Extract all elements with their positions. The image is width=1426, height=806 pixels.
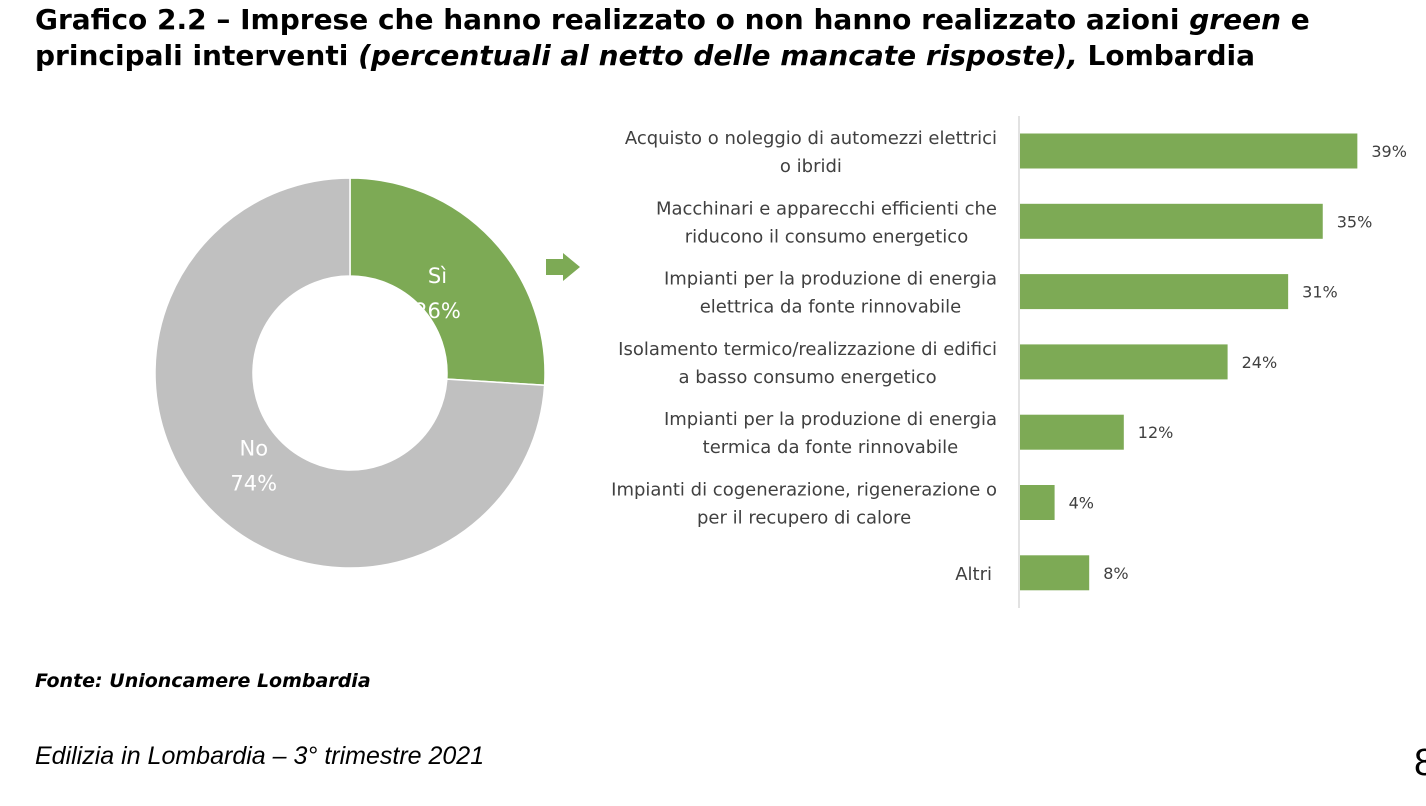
donut-label-value: 26%	[414, 299, 461, 323]
bar	[1020, 344, 1228, 380]
bar-value-label: 12%	[1138, 423, 1174, 442]
donut-label-value: 74%	[230, 471, 277, 495]
donut-label-category: No	[239, 436, 268, 460]
bar	[1020, 274, 1289, 310]
bar-category-label: termica da fonte rinnovabile	[703, 437, 959, 458]
bar-category-label: Macchinari e apparecchi efficienti che	[656, 198, 997, 219]
arrow-icon	[546, 253, 580, 281]
title-part-6: Lombardia	[1077, 39, 1256, 72]
bar-category-label: Impianti di cogenerazione, rigenerazione…	[611, 480, 997, 501]
bar-category-label: o ibridi	[780, 156, 842, 177]
donut-chart: Sì 26% No 74%	[154, 177, 546, 569]
bar-chart: 39% Acquisto o noleggio di automezzi elet…	[611, 116, 1407, 608]
title-part-4: principali interventi	[35, 39, 359, 72]
bar	[1020, 485, 1055, 520]
bar-value-label: 35%	[1337, 212, 1373, 231]
title-part-2: green	[1189, 3, 1281, 36]
donut-slice-no	[154, 177, 546, 569]
bar-category-label: riducono il consumo energetico	[685, 226, 969, 247]
bar-category-label: elettrica da fonte rinnovabile	[700, 297, 962, 318]
donut-label-category: Sì	[428, 264, 447, 288]
title-part-1: Grafico 2.2 – Imprese che hanno realizza…	[35, 3, 1190, 36]
chart-title: Grafico 2.2 – Imprese che hanno realizza…	[35, 2, 1425, 74]
title-part-3: e	[1281, 3, 1310, 36]
bar	[1020, 555, 1090, 591]
bar-category-label: Impianti per la produzione di energia	[664, 269, 997, 290]
bar	[1020, 133, 1358, 169]
bar-category-label: Impianti per la produzione di energia	[664, 409, 997, 430]
bar-value-label: 31%	[1302, 283, 1338, 302]
bar-value-label: 24%	[1242, 353, 1278, 372]
bar-category-label: Isolamento termico/realizzazione di edif…	[618, 339, 997, 360]
source-note: Fonte: Unioncamere Lombardia	[35, 670, 371, 692]
bar	[1020, 203, 1323, 239]
title-part-5: (percentuali al netto delle mancate risp…	[358, 39, 1078, 72]
bar-category-label: a basso consumo energetico	[678, 367, 936, 388]
bar-value-label: 4%	[1069, 494, 1094, 513]
bar-category-label: Acquisto o noleggio di automezzi elettri…	[625, 128, 997, 149]
donut-slice-si	[349, 177, 546, 387]
bar-category-label: Altri	[955, 564, 992, 585]
bar-category-label: per il recupero di calore	[697, 508, 911, 529]
bar-value-label: 8%	[1103, 564, 1128, 583]
page-number: 8	[1414, 742, 1426, 784]
footer-text: Edilizia in Lombardia – 3° trimestre 202…	[35, 742, 485, 770]
bar-value-label: 39%	[1371, 142, 1407, 161]
bar	[1020, 414, 1124, 450]
